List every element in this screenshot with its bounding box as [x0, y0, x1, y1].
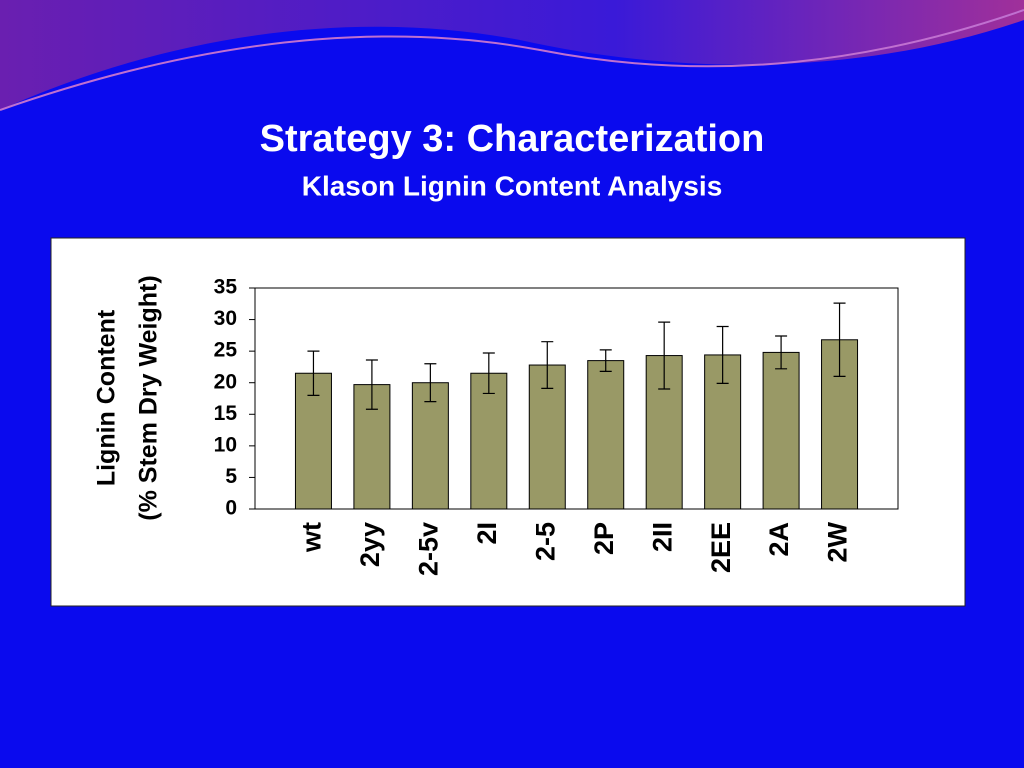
- error-bar: [658, 321, 671, 390]
- y-tick-label: 0: [225, 497, 237, 520]
- slide-subtitle: Klason Lignin Content Analysis: [302, 170, 723, 201]
- y-axis-label: (% Stem Dry Weight): [135, 275, 163, 520]
- error-bar: [833, 302, 846, 377]
- x-tick-label: 2EE: [706, 522, 736, 573]
- plot-frame: [254, 287, 899, 510]
- x-tick-label: 2W: [823, 521, 853, 562]
- error-bar: [482, 352, 495, 395]
- x-tick-label: 2P: [589, 522, 619, 555]
- slide-title: Strategy 3: Characterization: [260, 118, 765, 160]
- x-tick-label: 2I: [472, 522, 502, 545]
- x-tick-label: 2yy: [355, 522, 385, 567]
- x-tick-label: 2A: [764, 522, 794, 557]
- y-tick-label: 20: [214, 370, 237, 393]
- error-bar: [424, 363, 437, 403]
- y-tick-label: 30: [214, 307, 237, 330]
- y-axis-label: Lignin Content: [93, 309, 121, 486]
- header-wave: [0, 0, 1024, 110]
- y-tick-label: 10: [214, 433, 237, 456]
- error-bar: [599, 349, 612, 372]
- bar: [528, 364, 566, 510]
- x-tick-label: 2-5: [530, 522, 560, 561]
- x-tick-label: wt: [297, 522, 327, 553]
- error-bar: [541, 341, 554, 389]
- error-bar: [307, 350, 320, 396]
- y-tick-label: 5: [225, 465, 237, 488]
- error-bar: [775, 335, 788, 370]
- x-tick-label: 2II: [647, 522, 677, 552]
- bar: [470, 372, 508, 510]
- bar: [587, 360, 625, 510]
- header-wave-line: [0, 9, 1024, 111]
- y-tick-label: 25: [214, 339, 238, 362]
- x-tick-label: 2-5v: [413, 522, 443, 576]
- y-tick-label: 35: [214, 276, 238, 299]
- chart-panel: [50, 237, 966, 607]
- bar: [411, 382, 449, 510]
- y-tick-label: 15: [214, 402, 238, 425]
- error-bar: [716, 325, 729, 384]
- error-bar: [365, 359, 378, 410]
- bar: [762, 351, 800, 510]
